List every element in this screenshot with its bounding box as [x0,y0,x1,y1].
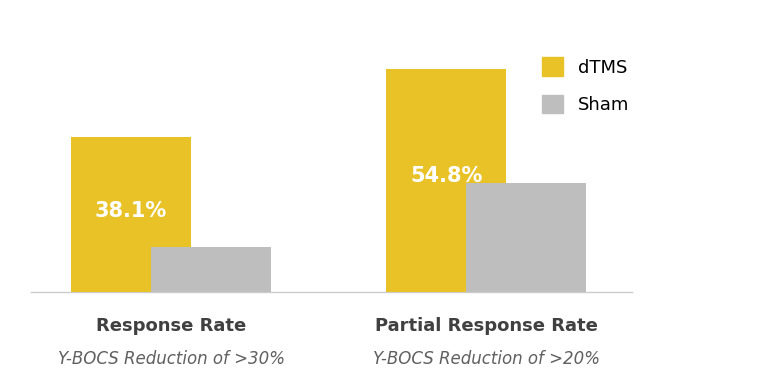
Text: Y-BOCS Reduction of >30%: Y-BOCS Reduction of >30% [58,350,284,368]
Text: 11.1%: 11.1% [175,258,247,278]
Text: 26.7%: 26.7% [490,225,562,245]
Bar [71,137,191,292]
Bar [386,69,507,292]
Text: 54.8%: 54.8% [410,166,483,186]
Text: Response Rate: Response Rate [96,317,246,335]
Bar [151,246,271,292]
Text: Partial Response Rate: Partial Response Rate [375,317,598,335]
Bar [466,183,587,292]
Text: Y-BOCS Reduction of >20%: Y-BOCS Reduction of >20% [372,350,600,368]
Legend: dTMS, Sham: dTMS, Sham [542,57,629,114]
Text: 38.1%: 38.1% [95,201,167,221]
